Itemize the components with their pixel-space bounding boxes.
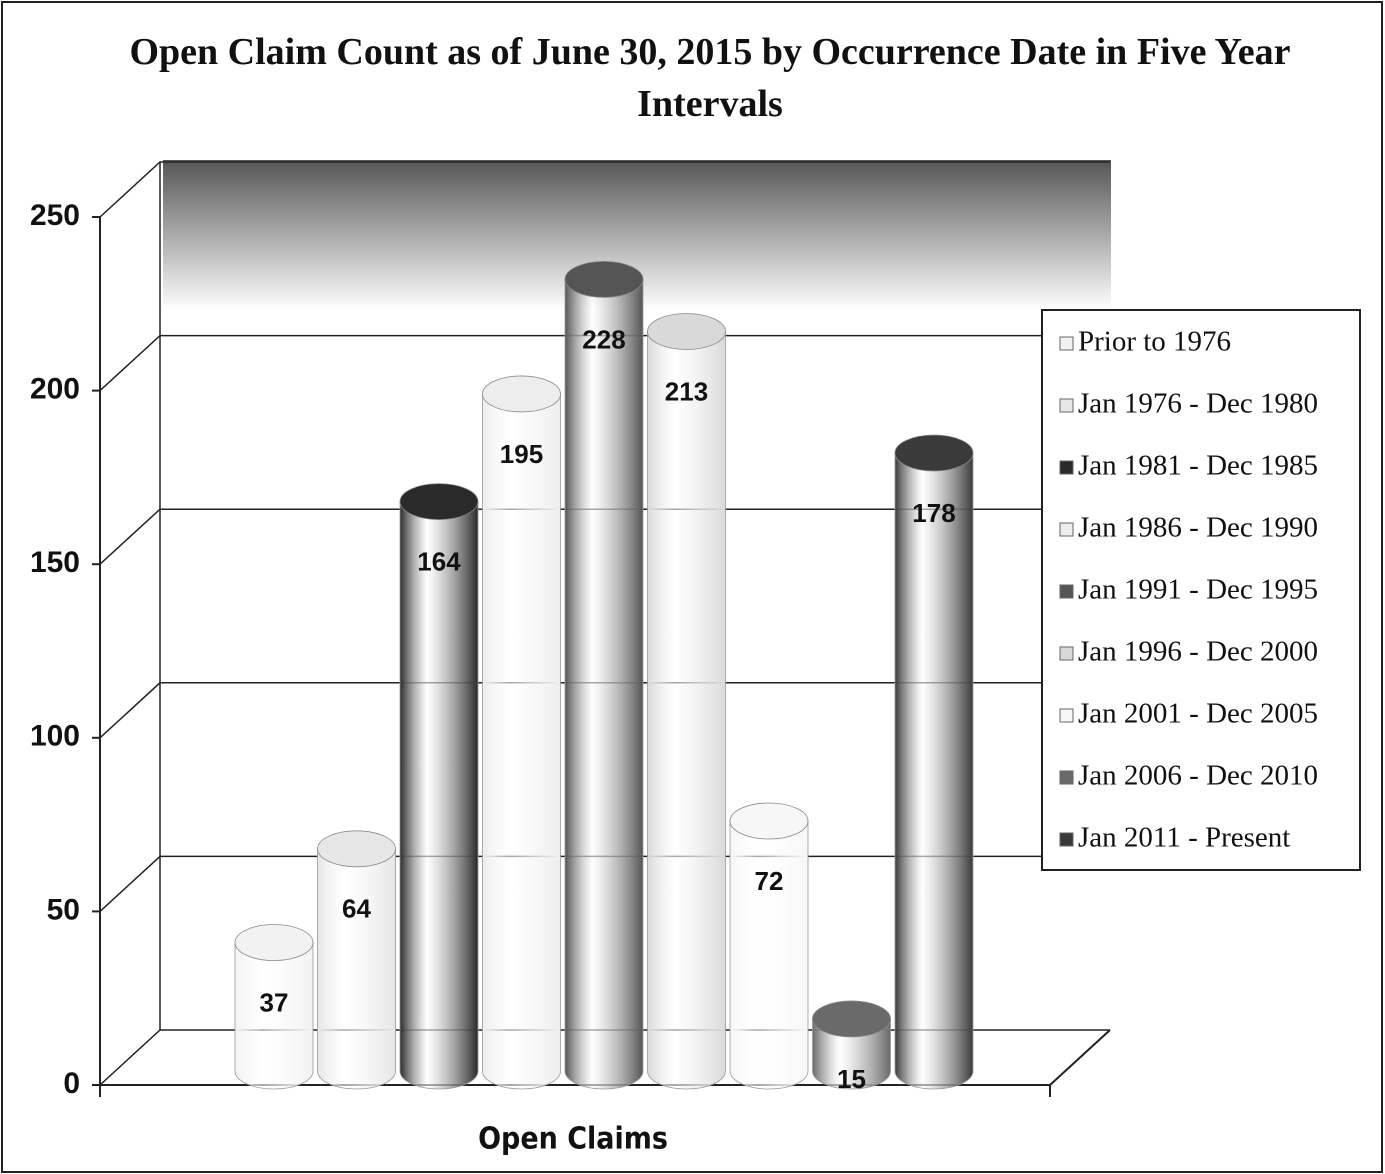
bar	[564, 278, 644, 1090]
grid-line	[99, 682, 1110, 739]
y-tick-label: 50	[47, 893, 80, 926]
y-tick-label: 200	[30, 373, 80, 406]
data-label: 178	[912, 498, 955, 528]
legend-swatch	[1059, 708, 1074, 723]
legend-swatch	[1059, 770, 1074, 785]
bar	[482, 393, 561, 1090]
bar	[812, 1018, 891, 1090]
legend-label: Jan 1991 - Dec 1995	[1078, 574, 1318, 606]
data-label: 15	[837, 1064, 866, 1094]
data-label: 64	[342, 894, 371, 924]
legend-swatch	[1059, 522, 1074, 537]
x-tick-label: Open Claims	[478, 1122, 668, 1157]
data-label: 228	[582, 324, 625, 354]
legend-label: Jan 2011 - Present	[1078, 822, 1290, 854]
legend-swatch	[1059, 832, 1074, 847]
legend-swatch	[1059, 584, 1074, 599]
chart-title: Open Claim Count as of June 30, 2015 by …	[129, 31, 1291, 125]
legend: Prior to 1976 Jan 1976 - Dec 1980 Jan 1981…	[1059, 326, 1318, 854]
bar-top	[317, 830, 396, 868]
legend-label: Jan 1996 - Dec 2000	[1078, 636, 1318, 668]
data-label: 72	[755, 866, 784, 896]
floor-edge	[1049, 1029, 1111, 1086]
bar-top	[399, 483, 479, 520]
data-label: 37	[260, 987, 289, 1017]
y-tick-label: 250	[30, 199, 80, 232]
bar-top	[812, 1000, 891, 1038]
legend-swatch	[1059, 460, 1074, 475]
data-label: 213	[665, 376, 708, 406]
grid-line	[99, 508, 1110, 565]
y-tick-label: 0	[63, 1067, 80, 1100]
legend-label: Prior to 1976	[1078, 326, 1231, 358]
bar	[234, 942, 314, 1090]
y-tick-label: 150	[30, 546, 80, 579]
bar	[399, 501, 479, 1090]
legend-label: Jan 2001 - Dec 2005	[1078, 698, 1318, 730]
legend-box	[1041, 309, 1361, 871]
grid-line	[99, 334, 1110, 392]
legend-label: Jan 1976 - Dec 1980	[1078, 388, 1318, 420]
bar-top	[894, 434, 974, 472]
bar-top	[234, 924, 314, 961]
y-tick-label: 100	[30, 720, 80, 753]
legend-label: Jan 1981 - Dec 1985	[1078, 450, 1318, 482]
bar	[317, 848, 396, 1090]
bar	[729, 820, 809, 1090]
bars: 37 64 164 195 228 213 72 15 178	[234, 260, 974, 1094]
bar-top	[647, 313, 726, 350]
grid-line	[99, 161, 1110, 218]
legend-swatch	[1059, 646, 1074, 661]
legend-swatch	[1059, 398, 1074, 413]
bar-top	[564, 260, 644, 298]
bar	[647, 331, 726, 1090]
legend-label: Jan 2006 - Dec 2010	[1078, 760, 1318, 792]
legend-label: Jan 1986 - Dec 1990	[1078, 512, 1318, 544]
data-label: 195	[500, 439, 543, 469]
bar-top	[729, 802, 809, 840]
data-label: 164	[417, 546, 461, 576]
bar-top	[482, 375, 561, 413]
bar	[894, 452, 974, 1090]
legend-swatch	[1059, 336, 1074, 351]
